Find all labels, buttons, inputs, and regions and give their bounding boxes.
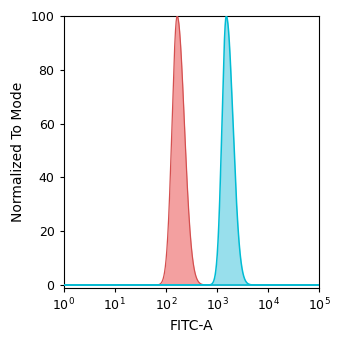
Y-axis label: Normalized To Mode: Normalized To Mode <box>11 82 25 222</box>
X-axis label: FITC-A: FITC-A <box>170 319 213 333</box>
